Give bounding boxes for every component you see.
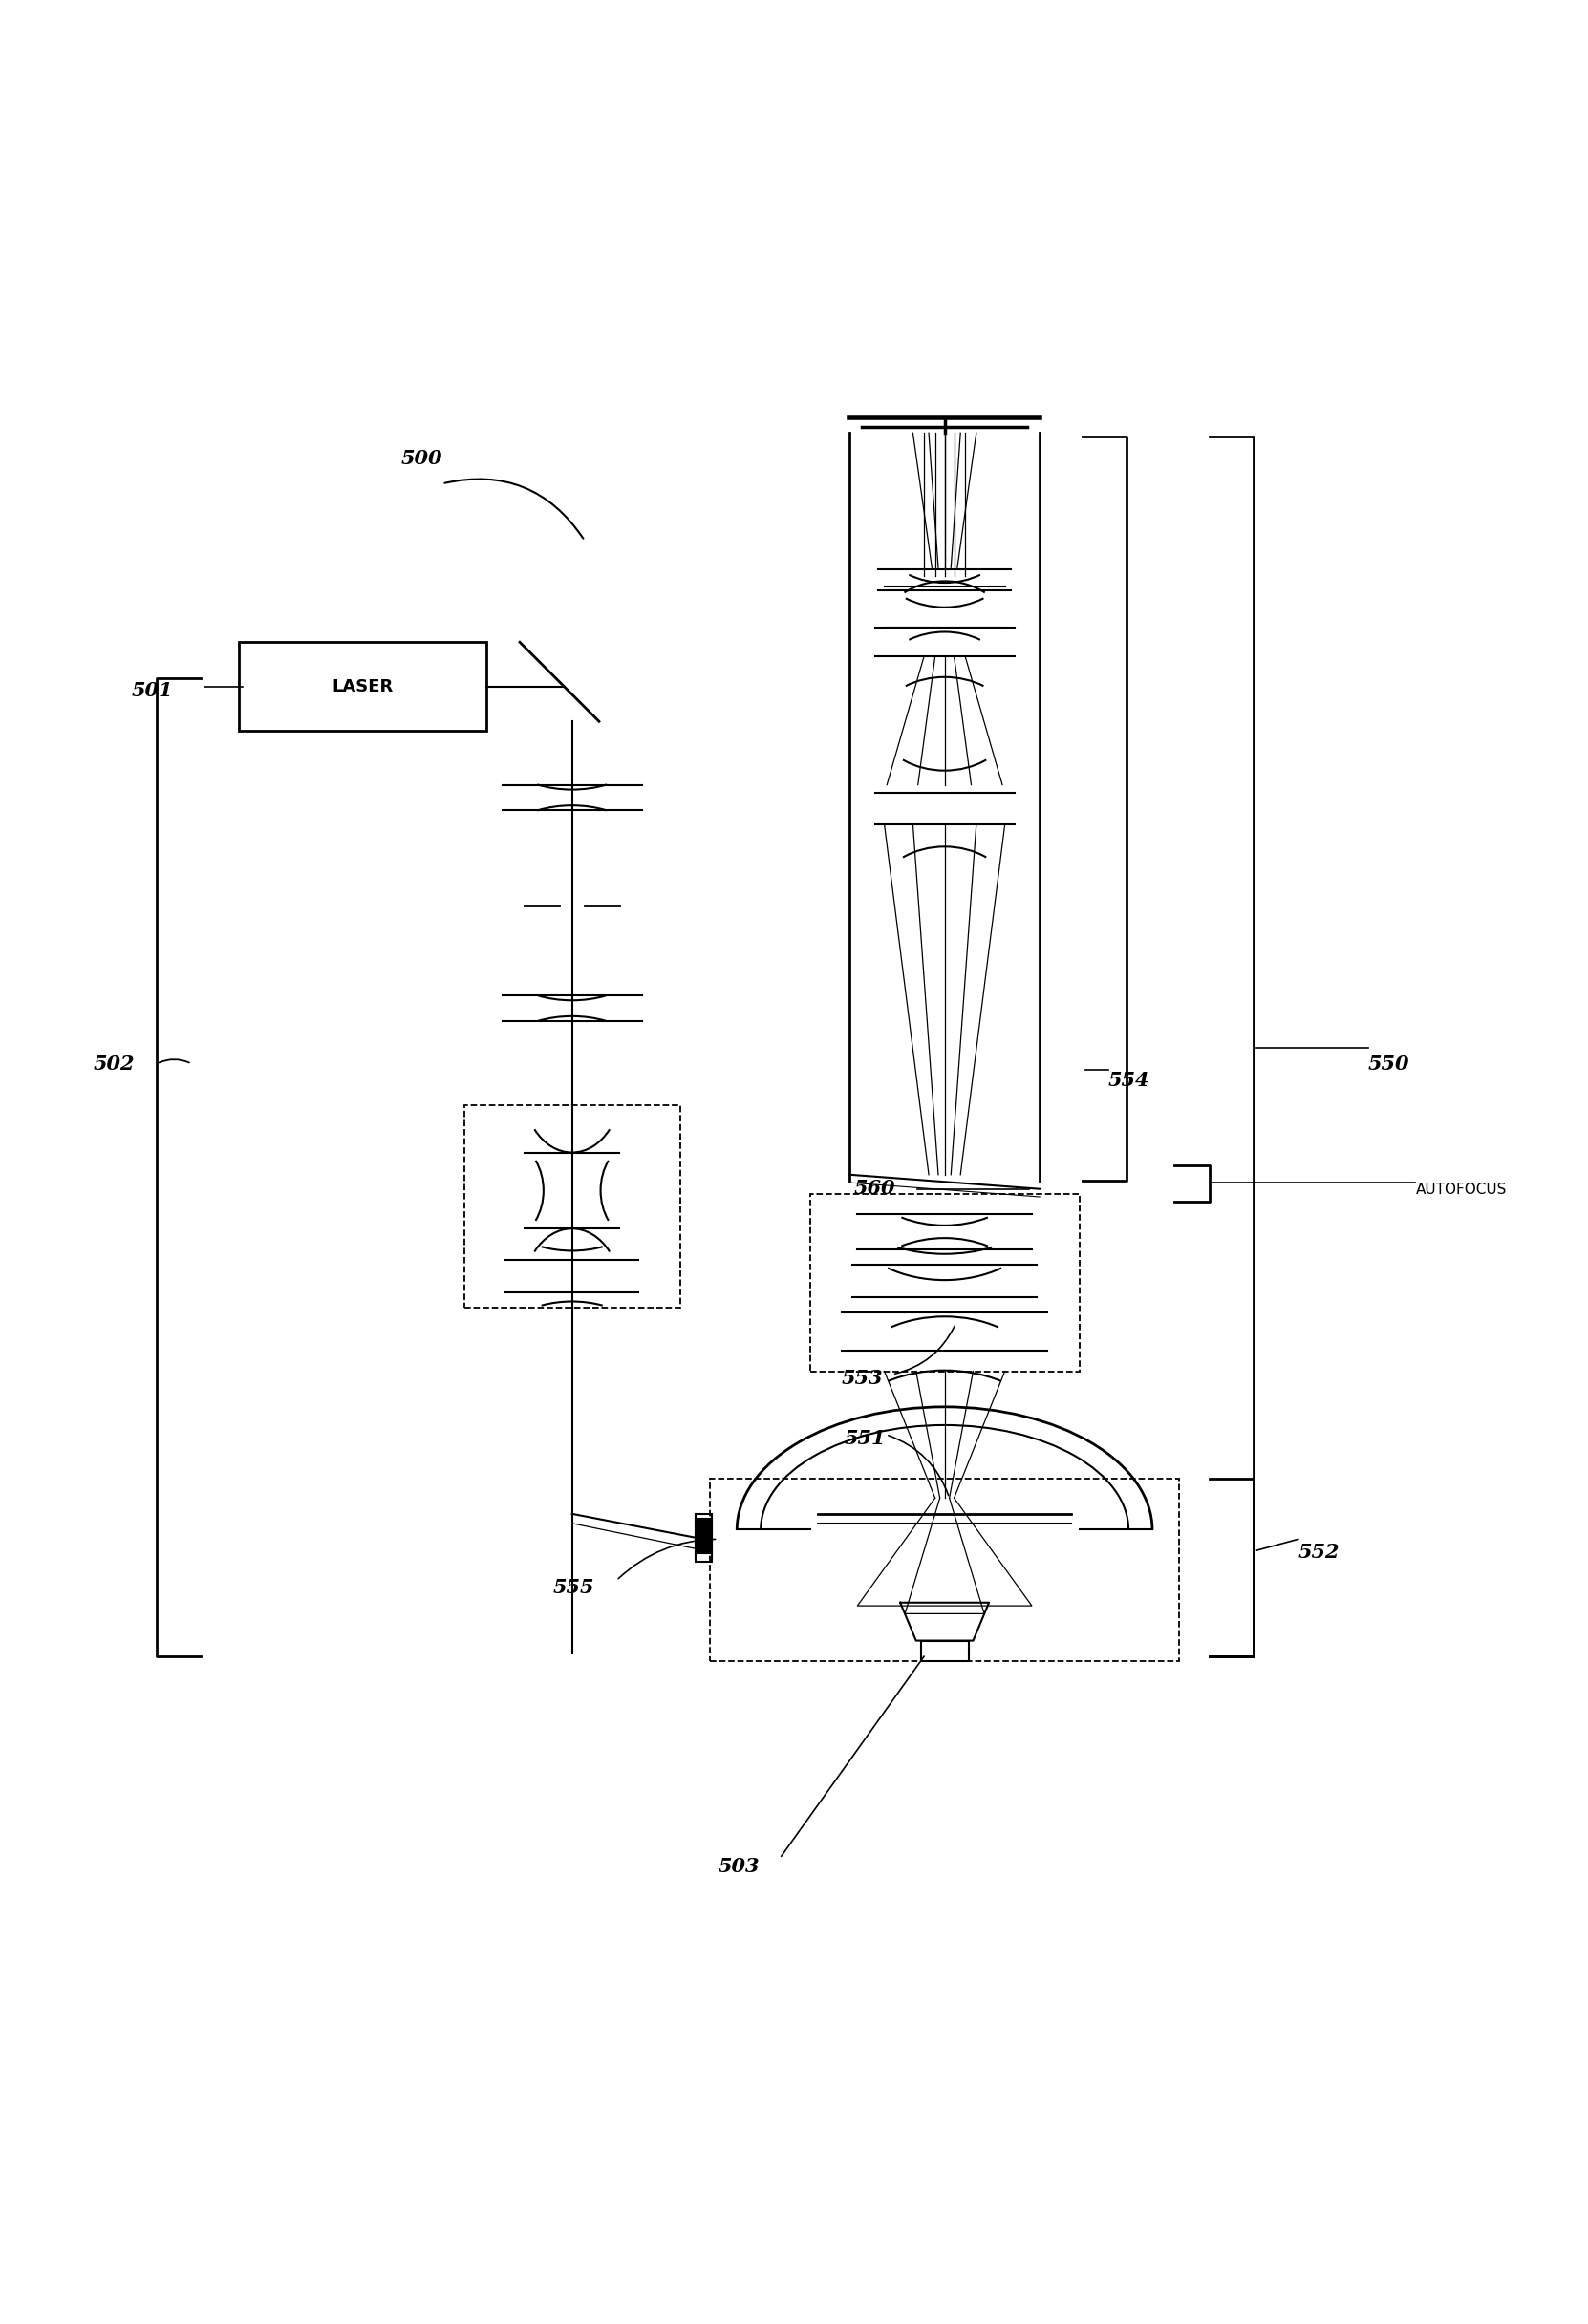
Text: AUTOFOCUS: AUTOFOCUS <box>1415 1183 1507 1197</box>
Bar <box>921 1641 969 1662</box>
Bar <box>240 641 486 732</box>
Text: LASER: LASER <box>332 679 394 695</box>
Text: 501: 501 <box>132 681 173 700</box>
Text: 554: 554 <box>1108 1071 1150 1090</box>
Text: 503: 503 <box>718 1857 759 1875</box>
Text: 500: 500 <box>400 449 443 469</box>
Bar <box>810 1195 1080 1371</box>
Bar <box>696 1513 711 1562</box>
Text: 502: 502 <box>94 1055 135 1074</box>
Bar <box>710 1478 1180 1662</box>
Text: 552: 552 <box>1297 1543 1340 1562</box>
Text: 560: 560 <box>854 1178 896 1197</box>
Text: 550: 550 <box>1367 1055 1410 1074</box>
Text: 551: 551 <box>845 1429 886 1448</box>
Text: 553: 553 <box>842 1369 883 1387</box>
Bar <box>464 1104 680 1308</box>
Bar <box>696 1518 711 1552</box>
Text: 555: 555 <box>553 1578 594 1597</box>
